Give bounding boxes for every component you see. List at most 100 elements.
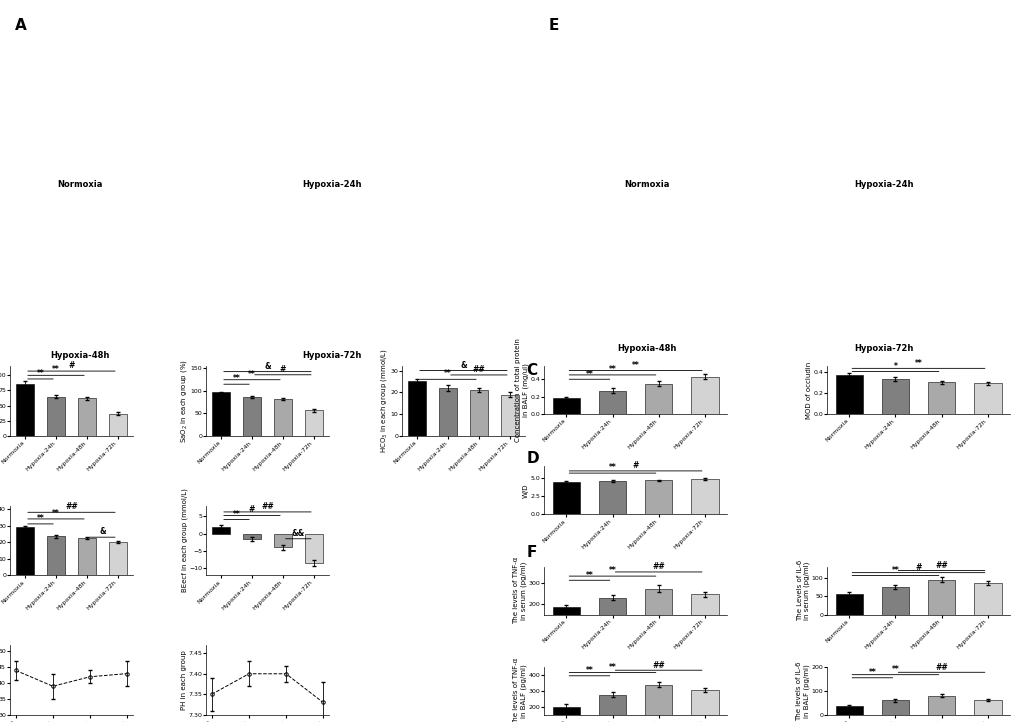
Y-axis label: SaO$_2$ in each group (%): SaO$_2$ in each group (%)	[179, 359, 189, 443]
Text: Hypoxia-48h: Hypoxia-48h	[616, 344, 676, 352]
Bar	[835, 706, 862, 715]
Bar	[408, 381, 426, 436]
Y-axis label: The Levels of IL-6
in serum (pg/ml): The Levels of IL-6 in serum (pg/ml)	[796, 560, 809, 621]
Bar	[973, 700, 1001, 715]
Text: **: **	[585, 370, 593, 378]
Bar	[644, 588, 672, 645]
Bar	[598, 391, 626, 414]
Text: Normoxia: Normoxia	[57, 180, 102, 188]
Text: **: **	[52, 509, 60, 518]
Text: #: #	[632, 461, 638, 470]
Text: **: **	[891, 665, 899, 674]
Bar	[927, 696, 955, 715]
Bar	[880, 379, 908, 414]
Text: **: **	[631, 361, 639, 370]
Bar	[77, 538, 96, 575]
Y-axis label: The levels of TNF-α
in BALF (pg/ml): The levels of TNF-α in BALF (pg/ml)	[513, 657, 527, 722]
Text: ##: ##	[651, 661, 664, 669]
Text: &: &	[99, 527, 106, 536]
Bar	[305, 410, 323, 436]
Bar	[973, 383, 1001, 414]
Bar	[598, 481, 626, 514]
Y-axis label: The levels of IL-6
in BALF (pg/ml): The levels of IL-6 in BALF (pg/ml)	[796, 661, 809, 721]
Text: Hypoxia-72h: Hypoxia-72h	[302, 351, 361, 360]
Bar	[552, 482, 580, 514]
Text: #: #	[914, 563, 921, 572]
Text: Hypoxia-24h: Hypoxia-24h	[302, 180, 361, 188]
Bar	[469, 390, 488, 436]
Text: **: **	[608, 566, 615, 575]
Text: #: #	[249, 505, 255, 514]
Text: D: D	[526, 451, 538, 466]
Bar	[305, 534, 323, 563]
Text: &&: &&	[291, 529, 305, 538]
Text: **: **	[585, 666, 593, 675]
Bar	[973, 583, 1001, 614]
Bar	[835, 594, 862, 614]
Bar	[880, 700, 908, 715]
Y-axis label: W/D: W/D	[523, 483, 528, 497]
Bar	[552, 606, 580, 645]
Bar	[212, 526, 230, 534]
Bar	[880, 587, 908, 614]
Text: ##: ##	[934, 561, 947, 570]
Text: **: **	[608, 365, 615, 374]
Y-axis label: Concentration of total protein
in BALF (mg/ul): Concentration of total protein in BALF (…	[515, 338, 528, 442]
Bar	[690, 594, 717, 645]
Bar	[212, 392, 230, 436]
Text: *: *	[893, 362, 897, 371]
Text: **: **	[232, 374, 240, 383]
Bar	[47, 396, 65, 436]
Bar	[15, 384, 35, 436]
Y-axis label: MOD of occludin: MOD of occludin	[805, 362, 811, 419]
Bar	[690, 690, 717, 722]
Bar	[690, 377, 717, 414]
Text: ##: ##	[934, 663, 947, 671]
Text: ##: ##	[65, 503, 77, 511]
Bar	[108, 542, 127, 575]
Y-axis label: HCO$_3$ in each group (mmol/L): HCO$_3$ in each group (mmol/L)	[378, 349, 388, 453]
Bar	[243, 534, 261, 539]
Text: C: C	[526, 363, 537, 378]
Y-axis label: PH in each group: PH in each group	[180, 650, 186, 710]
Bar	[927, 382, 955, 414]
Bar	[273, 399, 291, 436]
Bar	[243, 397, 261, 436]
Bar	[598, 695, 626, 722]
Text: F: F	[526, 545, 536, 560]
Bar	[835, 375, 862, 414]
Text: E: E	[548, 17, 558, 32]
Bar	[500, 394, 519, 436]
Text: &: &	[264, 362, 270, 370]
Text: **: **	[608, 663, 615, 672]
Text: **: **	[585, 570, 593, 580]
Y-axis label: BEecf in each group (mmol/L): BEecf in each group (mmol/L)	[181, 489, 187, 593]
Text: **: **	[868, 668, 875, 677]
Bar	[598, 598, 626, 645]
Bar	[552, 399, 580, 414]
Text: **: **	[37, 514, 45, 523]
Bar	[438, 388, 457, 436]
Text: #: #	[68, 361, 74, 370]
Text: ##: ##	[261, 502, 273, 511]
Text: Hypoxia-48h: Hypoxia-48h	[50, 351, 109, 360]
Bar	[644, 684, 672, 722]
Text: **: **	[52, 365, 60, 374]
Bar	[77, 399, 96, 436]
Bar	[108, 414, 127, 436]
Text: Normoxia: Normoxia	[624, 180, 668, 188]
Text: B: B	[15, 373, 26, 388]
Bar	[644, 480, 672, 514]
Text: Hypoxia-24h: Hypoxia-24h	[854, 180, 913, 188]
Bar	[644, 383, 672, 414]
Bar	[690, 479, 717, 514]
Text: A: A	[15, 17, 28, 32]
Text: **: **	[443, 369, 451, 378]
Text: **: **	[232, 510, 240, 518]
Text: **: **	[608, 464, 615, 472]
Bar	[273, 534, 291, 547]
Text: **: **	[37, 369, 45, 378]
Text: **: **	[248, 370, 256, 378]
Text: &: &	[460, 360, 467, 370]
Text: **: **	[891, 566, 899, 575]
